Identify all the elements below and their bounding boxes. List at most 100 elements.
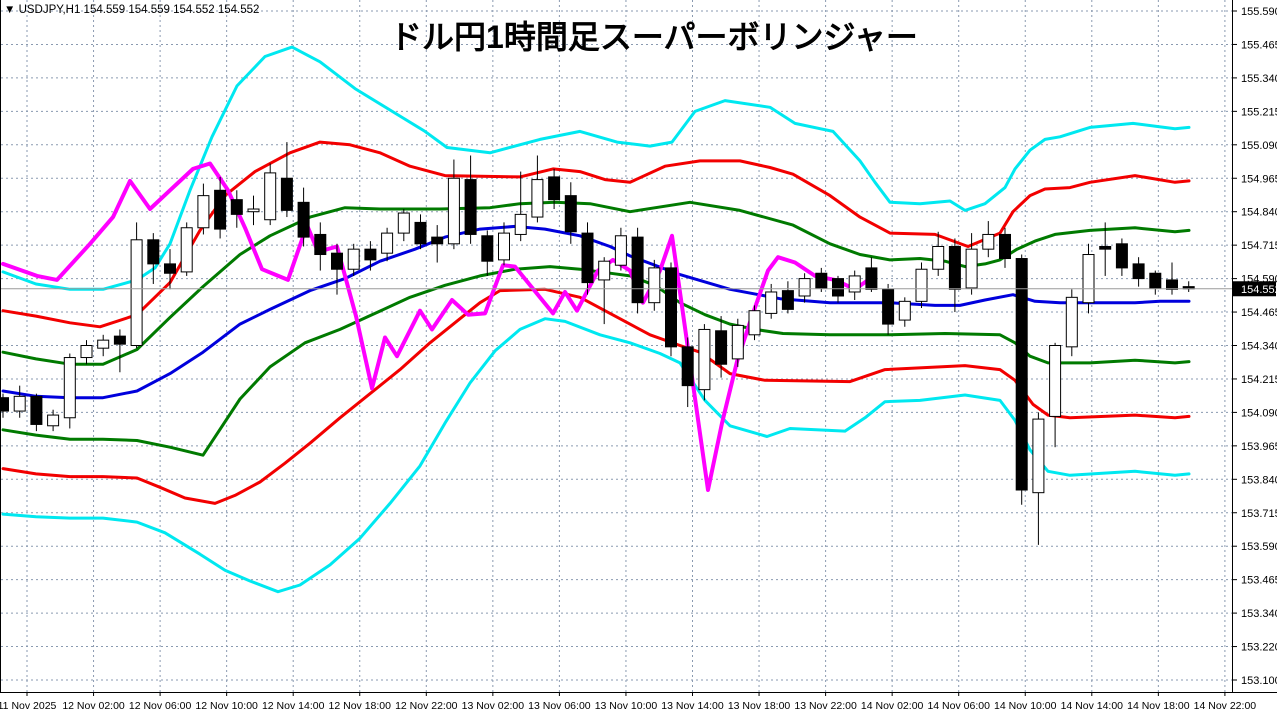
time-axis-label: 13 Nov 02:00 [462, 700, 525, 712]
current-price-badge-text: 154.552 [1241, 284, 1277, 296]
candle-up [63, 353, 76, 429]
candle-down [948, 238, 961, 313]
candle-body [397, 212, 410, 234]
time-axis-label: 12 Nov 22:00 [395, 700, 458, 712]
candle-up [264, 163, 277, 226]
time-axis-label: 13 Nov 14:00 [661, 700, 724, 712]
candle-up [965, 233, 978, 295]
candle-body [331, 252, 343, 270]
time-axis-label: 13 Nov 06:00 [528, 700, 591, 712]
time-axis-label: 12 Nov 02:00 [62, 700, 125, 712]
price-axis-label: 154.715 [1241, 240, 1277, 252]
candles-layer [0, 142, 1195, 545]
candle-up [80, 340, 93, 365]
time-axis-label: 14 Nov 10:00 [994, 700, 1057, 712]
candle-body [280, 177, 293, 211]
candle-body [264, 172, 277, 221]
grid-layer [1, 0, 1232, 692]
candle-body [598, 260, 611, 281]
price-axis-label: 154.465 [1241, 307, 1277, 319]
candle-body [514, 213, 527, 235]
candle-body [1082, 254, 1095, 304]
candle-up [514, 171, 527, 242]
candle-body [364, 248, 377, 261]
candle-body [63, 357, 76, 419]
symbol-quote-line[interactable]: ▼ USDJPY,H1 154.559 154.559 154.552 154.… [4, 4, 259, 16]
candle-body [965, 248, 978, 289]
candle-body [381, 232, 394, 254]
time-axis-label: 14 Nov 22:00 [1194, 700, 1257, 712]
candle-down [1149, 270, 1162, 295]
price-axis-label: 153.840 [1241, 474, 1277, 486]
candle-body [1149, 272, 1162, 289]
time-axis-label: 14 Nov 02:00 [861, 700, 924, 712]
candle-down [1166, 262, 1178, 295]
time-axis-label: 12 Nov 14:00 [262, 700, 325, 712]
candle-up [247, 195, 260, 226]
candle-body [13, 395, 26, 412]
time-axis-label: 11 Nov 2025 [0, 700, 57, 712]
candle-down [230, 190, 243, 228]
candle-body [765, 291, 778, 314]
price-axis-label: 155.090 [1241, 140, 1277, 152]
time-axis-label: 12 Nov 18:00 [329, 700, 392, 712]
candle-body [731, 324, 744, 360]
candle-down [781, 281, 794, 314]
candle-body [180, 227, 193, 273]
candle-body [865, 267, 878, 290]
price-axis-label: 153.465 [1241, 575, 1277, 587]
candle-up [915, 262, 928, 309]
candle-up [648, 259, 661, 311]
candle-body [1115, 243, 1128, 269]
price-axis-label: 155.465 [1241, 39, 1277, 51]
candle-body [297, 201, 310, 238]
price-axis[interactable]: 155.590 155.465 155.340 155.215 155.090 154.9… [1233, 6, 1277, 687]
candle-up [598, 257, 611, 325]
time-axis-label: 13 Nov 22:00 [794, 700, 857, 712]
candle-down [631, 227, 644, 314]
time-axis-label: 13 Nov 10:00 [595, 700, 658, 712]
candle-down [481, 230, 494, 276]
candle-down [815, 267, 828, 292]
candle-up [898, 297, 911, 327]
candle-body [648, 267, 661, 304]
candle-down [164, 249, 176, 290]
candle-body [932, 245, 945, 270]
candle-body [447, 177, 460, 245]
candle-body [130, 239, 143, 347]
candle-body [431, 236, 444, 245]
candle-down [999, 227, 1011, 268]
candle-up [848, 270, 861, 301]
time-axis-label: 12 Nov 06:00 [129, 700, 192, 712]
candle-up [1082, 243, 1095, 314]
candle-body [1015, 258, 1028, 491]
candle-body [1099, 245, 1112, 250]
candle-body [1032, 418, 1045, 494]
red-lower-band [1, 287, 1191, 505]
price-axis-label: 153.340 [1241, 608, 1277, 620]
candle-body [665, 267, 677, 348]
candle-down [865, 257, 878, 292]
candle-up [130, 222, 143, 349]
time-axis[interactable]: 11 Nov 2025 12 Nov 02:00 12 Nov 06:00 12 No… [0, 692, 1256, 712]
candle-body [197, 195, 210, 229]
candle-body [314, 233, 327, 256]
candle-up [748, 305, 761, 341]
price-axis-label: 154.090 [1241, 407, 1277, 419]
candle-down [30, 393, 43, 432]
candle-down [0, 393, 9, 418]
candle-body [347, 248, 360, 270]
candle-body [113, 335, 126, 345]
price-axis-label: 154.965 [1241, 173, 1277, 185]
candle-up [1065, 289, 1078, 357]
candle-body [1132, 263, 1145, 280]
candle-down [464, 155, 477, 244]
candle-down [581, 222, 594, 295]
candle-body [832, 278, 844, 297]
candle-body [0, 397, 9, 412]
candle-down [548, 168, 561, 210]
candle-body [715, 330, 728, 365]
candle-body [898, 300, 911, 321]
candle-body [247, 208, 260, 213]
